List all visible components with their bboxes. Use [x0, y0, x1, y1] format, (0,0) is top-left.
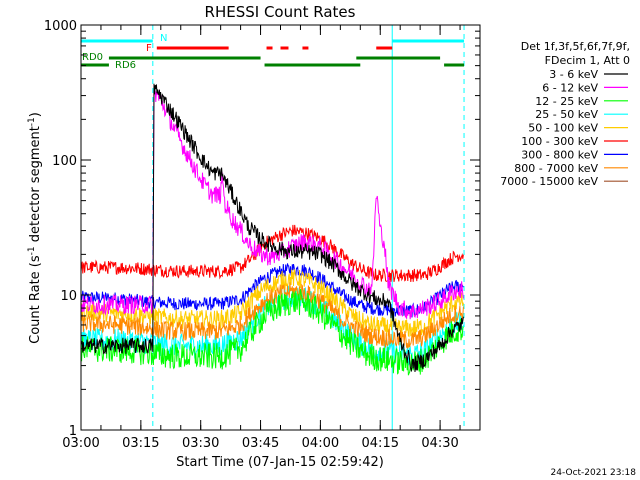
y-ticks: 1 10 100 1000 [44, 19, 480, 439]
x-tick-label: 03:45 [242, 436, 279, 451]
legend-entry-label: 12 - 25 keV [535, 95, 598, 108]
series-line-5 [80, 224, 464, 283]
footer-date: 24-Oct-2021 23:18 [551, 468, 637, 478]
legend-entry-label: 800 - 7000 keV [514, 162, 598, 175]
legend-header-line1: Det 1f,3f,5f,6f,7f,9f, [521, 40, 630, 53]
legend-entry-label: 6 - 12 keV [542, 81, 598, 94]
y-axis-label-part3: ) [28, 112, 43, 117]
legend-header-line2: FDecim 1, Att 0 [545, 54, 630, 67]
x-tick-label: 03:30 [182, 436, 219, 451]
series-line-0 [80, 83, 464, 373]
flag-label-rd6: RD6 [115, 60, 136, 71]
flag-bars: NF RD0 RD6 [81, 33, 465, 71]
series-line-6 [80, 263, 464, 318]
chart-title: RHESSI Count Rates [205, 3, 356, 21]
y-axis-label-part1: Count Rate (s [28, 255, 43, 344]
flag-label-rd0: RD0 [82, 52, 103, 63]
x-tick-label: 04:00 [302, 436, 339, 451]
series-lines [80, 83, 464, 376]
x-tick-label: 04:30 [421, 436, 458, 451]
y-axis-label-part2: detector segment [28, 126, 43, 246]
x-axis-label: Start Time (07-Jan-15 02:59:42) [176, 455, 384, 470]
legend-entry-label: 300 - 800 keV [521, 148, 598, 161]
flag-label-f: F [146, 43, 152, 54]
series-line-1 [80, 88, 464, 320]
legend-entry-label: 100 - 300 keV [521, 135, 598, 148]
flag-label-n: N [160, 33, 167, 44]
x-tick-label: 04:15 [362, 436, 399, 451]
legend-entry-label: 3 - 6 keV [549, 68, 598, 81]
y-tick-label: 100 [52, 154, 77, 169]
legend-entry-label: 50 - 100 keV [528, 122, 598, 135]
legend-entry-label: 7000 - 15000 keV [500, 175, 598, 188]
y-axis-label: Count Rate (s-1 detector segment-1) [27, 112, 43, 344]
y-tick-label: 1000 [44, 19, 77, 34]
legend: Det 1f,3f,5f,6f,7f,9f, FDecim 1, Att 0 3… [500, 40, 630, 188]
y-tick-label: 1 [69, 424, 77, 439]
x-ticks: 03:00 03:15 03:30 03:45 04:00 04:15 04:30 [62, 25, 481, 451]
y-tick-label: 10 [60, 289, 77, 304]
y-axis-label-sup1: -1 [27, 246, 37, 255]
y-axis-label-sup2: -1 [27, 117, 37, 126]
legend-entry-label: 25 - 50 keV [535, 108, 598, 121]
x-tick-label: 03:00 [62, 436, 99, 451]
x-tick-label: 03:15 [122, 436, 159, 451]
